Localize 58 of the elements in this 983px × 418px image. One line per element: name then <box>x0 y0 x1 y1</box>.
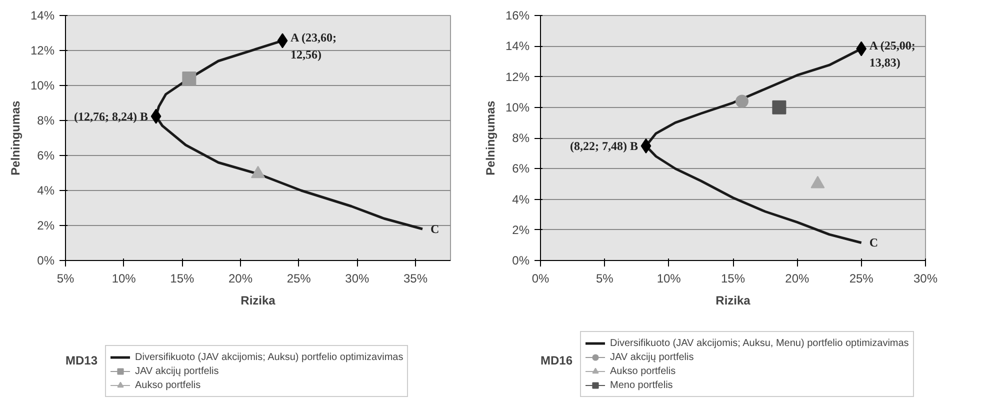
y-axis-title: Pelningumas <box>8 100 22 176</box>
annotation: A (25,00; 13,83) <box>869 38 916 70</box>
point <box>640 138 652 154</box>
y-tick-label: 10% <box>505 100 530 114</box>
point <box>735 94 748 108</box>
x-tick-label: 15% <box>170 272 195 286</box>
y-tick-label: 12% <box>30 44 55 58</box>
y-tick-label: 6% <box>37 148 55 162</box>
y-tick-label: 8% <box>37 114 55 128</box>
point <box>182 72 196 86</box>
y-tick-label: 2% <box>512 222 530 237</box>
legend-label: Aukso portfelis <box>610 364 676 378</box>
x-tick-label: 5% <box>596 272 614 286</box>
x-axis-title: Rizika <box>716 294 751 308</box>
point <box>772 100 786 114</box>
y-tick-label: 10% <box>30 78 55 92</box>
x-tick-label: 25% <box>849 272 874 286</box>
x-tick-label: 20% <box>228 272 253 286</box>
y-tick-label: 6% <box>512 162 530 176</box>
x-tick-label: 0% <box>532 272 550 286</box>
y-tick-label: 2% <box>37 218 55 232</box>
legend-label: Meno portfelis <box>610 378 673 392</box>
annotation: (8,22; 7,48) B <box>570 138 638 153</box>
y-tick-label: 8% <box>512 131 530 145</box>
legend-label: Diversifikuoto (JAV akcijomis; Auksu, Menu) portfelio optimizavimas <box>610 336 909 350</box>
x-tick-label: 25% <box>286 272 312 286</box>
y-tick-label: 0% <box>37 254 55 268</box>
x-axis-title: Rizika <box>240 294 276 308</box>
point <box>251 166 265 178</box>
legend-label: JAV akcijų portfelis <box>135 364 219 378</box>
x-tick-label: 20% <box>785 272 810 286</box>
point <box>277 33 288 48</box>
x-tick-label: 5% <box>56 272 74 286</box>
legend-label: Diversifikuoto (JAV akcijomis; Auksu) portfelio optimizavimas <box>135 350 404 364</box>
y-tick-label: 14% <box>30 8 55 22</box>
annotation: (12,76; 8,24) B <box>74 109 148 124</box>
point <box>150 108 162 124</box>
x-tick-label: 10% <box>656 272 682 286</box>
x-tick-label: 35% <box>403 272 428 286</box>
legend-label: Aukso portfelis <box>135 378 201 392</box>
x-tick-label: 10% <box>112 272 136 286</box>
text: MD13 <box>66 354 98 368</box>
y-tick-label: 14% <box>505 39 530 54</box>
annotation: C <box>430 222 440 236</box>
y-tick-label: 4% <box>37 184 55 198</box>
annotation: A (23,60; 12,56) <box>290 30 336 62</box>
text: MD16 <box>540 354 573 368</box>
x-tick-label: 15% <box>720 272 746 286</box>
y-tick-label: 4% <box>512 192 530 206</box>
x-tick-label: 30% <box>345 272 370 286</box>
y-axis-title: Pelningumas <box>483 100 498 176</box>
y-tick-label: 16% <box>505 8 530 22</box>
y-tick-label: 0% <box>512 254 530 268</box>
x-tick-label: 30% <box>913 272 938 286</box>
legend-label: JAV akcijų portfelis <box>610 350 694 364</box>
point <box>810 176 825 188</box>
annotation: C <box>869 236 878 250</box>
y-tick-label: 12% <box>505 70 530 84</box>
